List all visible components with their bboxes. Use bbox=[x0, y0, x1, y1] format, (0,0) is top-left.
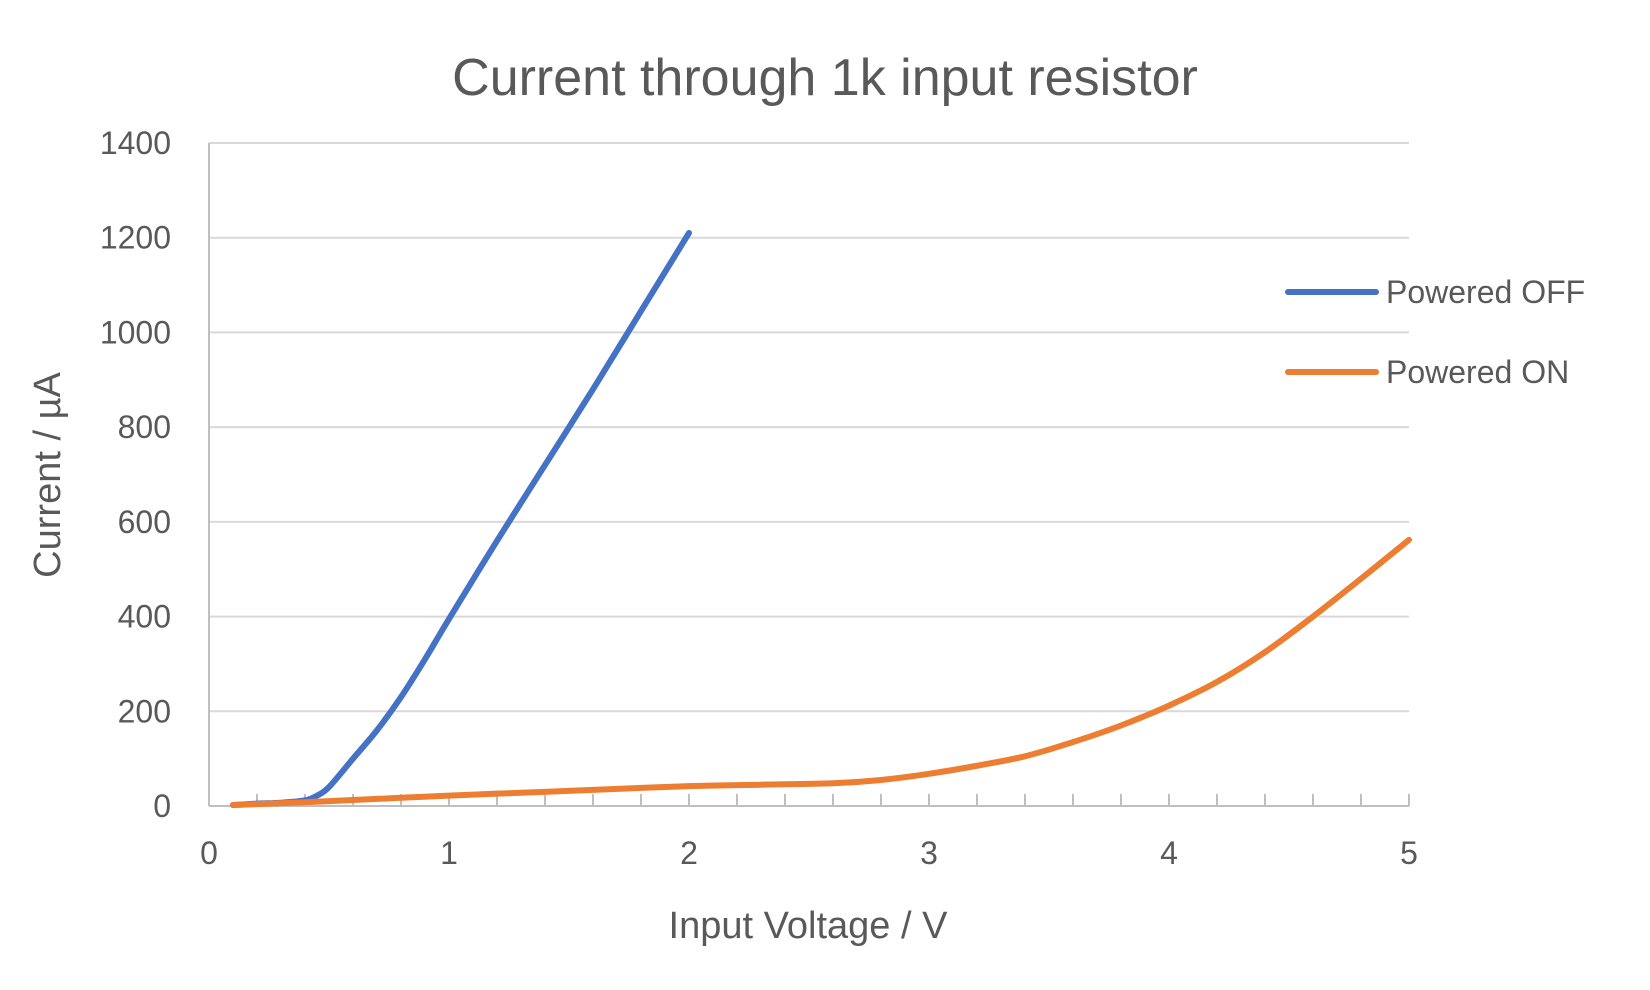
legend-label: Powered ON bbox=[1386, 354, 1569, 390]
series-lines bbox=[230, 229, 1412, 809]
x-tick-label: 1 bbox=[440, 835, 458, 871]
y-axis-label: Current / µA bbox=[27, 372, 69, 578]
grid-lines bbox=[209, 142, 1409, 713]
y-tick-label: 200 bbox=[118, 693, 171, 729]
y-tick-label: 1000 bbox=[100, 314, 171, 350]
y-tick-label: 800 bbox=[118, 409, 171, 445]
x-axis-label: Input Voltage / V bbox=[669, 905, 949, 947]
legend-item-powered-on: Powered ON bbox=[1285, 354, 1569, 390]
x-tick-label: 4 bbox=[1160, 835, 1178, 871]
y-tick-label: 1200 bbox=[100, 220, 171, 256]
x-tick-label: 3 bbox=[920, 835, 938, 871]
legend-item-powered-off: Powered OFF bbox=[1285, 274, 1585, 310]
series-line-powered-off bbox=[230, 229, 692, 809]
x-tick-label: 2 bbox=[680, 835, 698, 871]
y-tick-label: 600 bbox=[118, 504, 171, 540]
legend: Powered OFF Powered ON bbox=[1285, 274, 1585, 390]
y-tick-label: 0 bbox=[153, 788, 171, 824]
chart-title: Current through 1k input resistor bbox=[452, 49, 1198, 107]
series-line-powered-on bbox=[230, 536, 1412, 809]
y-tick-label: 1400 bbox=[100, 125, 171, 161]
axes: 0 200 400 600 800 1000 1200 1400 0 1 2 3 4 5 bbox=[100, 125, 1418, 871]
y-tick-label: 400 bbox=[118, 599, 171, 635]
x-tick-label: 5 bbox=[1400, 835, 1418, 871]
legend-label: Powered OFF bbox=[1386, 274, 1585, 310]
x-tick-label: 0 bbox=[200, 835, 218, 871]
